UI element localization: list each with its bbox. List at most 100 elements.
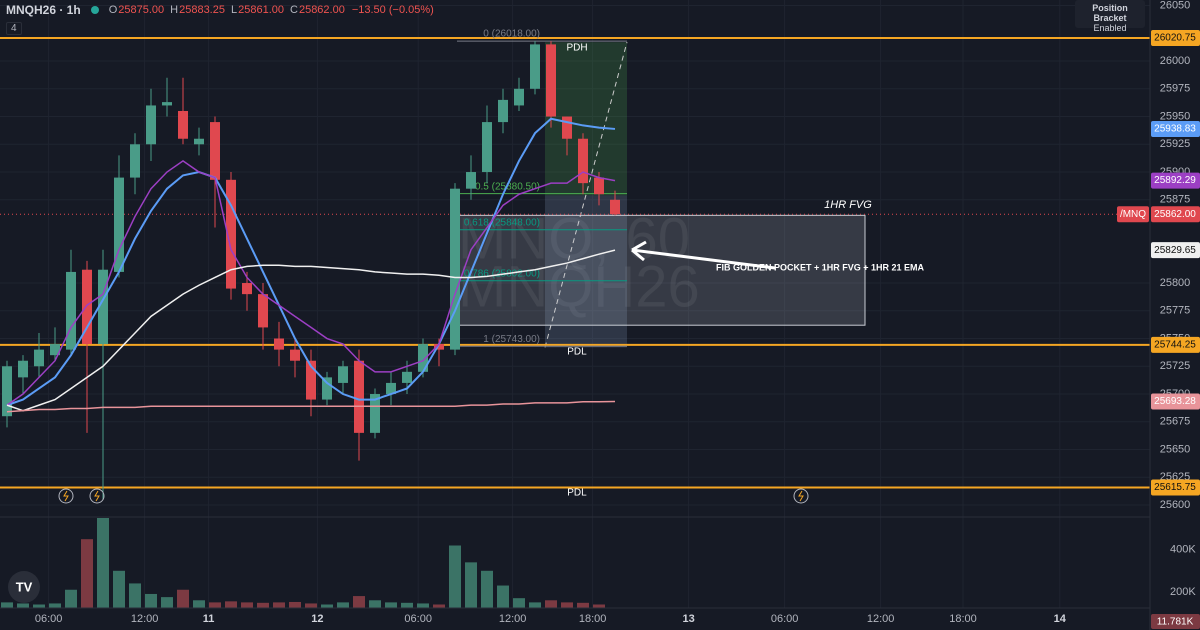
symbol-tag-label: /MNQ (1120, 209, 1146, 220)
volume-bar (129, 583, 141, 608)
volume-tick-label: 200K (1170, 586, 1196, 598)
volume-tick-label: 400K (1170, 544, 1196, 556)
y-tick-label: 26000 (1160, 55, 1191, 67)
candle-body (2, 366, 12, 417)
candle-body (578, 138, 588, 184)
x-tick-label: 13 (682, 613, 694, 625)
volume-bar (529, 602, 541, 608)
price-tag-label: 25693.28 (1154, 396, 1196, 407)
candle-body (210, 122, 220, 180)
svg-text:TV: TV (16, 579, 33, 594)
candle-body (594, 177, 604, 195)
volume-bar (289, 601, 301, 608)
price-tag (1151, 206, 1200, 223)
position-bracket[interactable]: Position Bracket Enabled (1075, 0, 1145, 33)
price-tag (1151, 242, 1200, 259)
candle-body (114, 177, 124, 272)
x-tick-label: 18:00 (579, 613, 607, 625)
position-path (544, 42, 628, 348)
volume-bar (81, 539, 93, 608)
x-tick-label: 18:00 (949, 613, 977, 625)
volume-bar (145, 593, 157, 608)
x-tick-label: 12 (311, 613, 323, 625)
y-tick-label: 25725 (1160, 360, 1191, 372)
candle-body (402, 371, 412, 383)
fib-label: 0.618 (25848.00) (464, 217, 540, 228)
candle-body (482, 122, 492, 173)
price-tag (1151, 336, 1200, 353)
price-tag (1151, 393, 1200, 410)
candle-body (98, 269, 108, 345)
volume-bar (545, 600, 557, 608)
change: −13.50 (−0.05%) (351, 4, 434, 16)
price-tag-label: 25938.83 (1154, 124, 1196, 135)
volume-bar (65, 589, 77, 608)
y-tick-label: 25875 (1160, 194, 1191, 206)
x-tick-label: 12:00 (131, 613, 159, 625)
x-tick-label: 06:00 (35, 613, 63, 625)
volume-bar (273, 602, 285, 608)
volume-bar (385, 602, 397, 608)
price-tag-label: 26020.75 (1154, 33, 1196, 44)
volume-bar (177, 589, 189, 608)
symbol-tag (1117, 206, 1149, 223)
candle-body (434, 344, 444, 350)
volume-bar (225, 601, 237, 608)
event-icons (58, 488, 809, 504)
moving-average (6, 160, 616, 406)
y-tick-label: 25650 (1160, 443, 1191, 455)
fvg-box (456, 214, 866, 326)
ohlc: C25862.00 (290, 4, 345, 16)
y-tick-label: 25600 (1160, 499, 1191, 511)
volume-bar (305, 603, 317, 608)
volume-bar (369, 600, 381, 608)
symbol: MNQH26 · 1h (6, 3, 81, 17)
y-tick-label: 25800 (1160, 277, 1191, 289)
candle-body (530, 44, 540, 89)
fvg-label: 1HR FVG (824, 199, 872, 211)
candle-body (34, 349, 44, 367)
y-tick-label: 25925 (1160, 138, 1191, 150)
candle-body (338, 366, 348, 383)
volume-bar (401, 602, 413, 608)
ohlc: H25883.25 (170, 4, 225, 16)
candle-body (610, 199, 620, 215)
x-tick-label: 11 (203, 613, 215, 625)
legend-header: MNQH26 · 1h O25875.00 H25883.25 L25861.0… (6, 3, 434, 17)
candle-body (370, 394, 380, 433)
volume-bar (1, 602, 13, 608)
volume-bar (241, 602, 253, 608)
candle-body (194, 138, 204, 145)
candle-body (50, 344, 60, 356)
x-tick-label: 06:00 (404, 613, 432, 625)
candle-body (386, 382, 396, 395)
volume-bar (497, 585, 509, 608)
y-tick-label: 26050 (1160, 0, 1191, 11)
price-tag-label: 25892.29 (1154, 175, 1196, 186)
candle-body (18, 360, 28, 378)
volume-bar (593, 604, 605, 608)
candle-body (162, 102, 172, 106)
fib-label: 1 (25743.00) (483, 334, 540, 345)
ohlc: O25875.00 (108, 4, 165, 16)
price-tag (1151, 30, 1200, 47)
indicator-count[interactable]: 4 (6, 22, 22, 35)
price-tag-label: 25615.75 (1154, 482, 1196, 493)
level-annotation: PDL (567, 346, 587, 357)
volume-bar (49, 603, 61, 608)
candle-body (274, 338, 284, 350)
volume-bar (353, 596, 365, 608)
volume-bar (561, 602, 573, 608)
price-tag (1151, 172, 1200, 189)
volume-bar (17, 603, 29, 608)
price-tag-label: 25744.25 (1154, 340, 1196, 351)
volume-bar (449, 545, 461, 608)
level-annotation: PDL (567, 487, 587, 498)
moving-average (6, 400, 616, 413)
volume-bar (577, 602, 589, 608)
candle-body (546, 44, 556, 117)
y-tick-label: 25675 (1160, 416, 1191, 428)
volume-bar (97, 518, 109, 608)
volume-bar (113, 570, 125, 608)
ohlc: L25861.00 (230, 4, 284, 16)
